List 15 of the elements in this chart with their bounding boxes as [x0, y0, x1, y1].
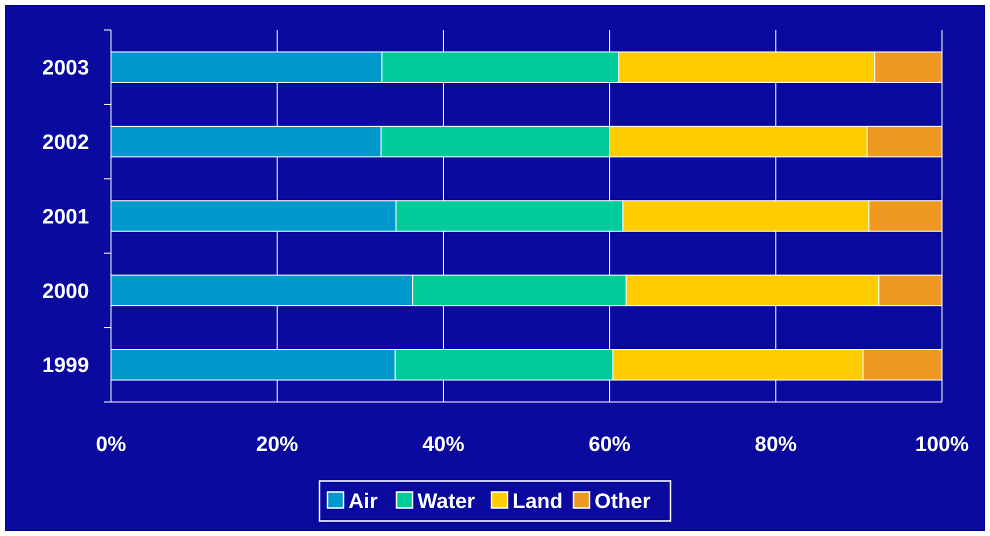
y-tick-label: 2002 — [42, 130, 89, 154]
legend-label: Water — [418, 490, 476, 513]
x-tick-label: 0% — [96, 433, 126, 456]
x-tick-label: 80% — [754, 433, 798, 456]
x-tick-label: 60% — [588, 433, 631, 456]
x-tick-label: 100% — [915, 433, 970, 456]
y-tick-label: 2001 — [42, 205, 90, 228]
legend-label: Land — [512, 490, 563, 513]
y-tick-label: 2003 — [42, 56, 89, 80]
y-tick-label: 2000 — [42, 280, 89, 303]
legend-label: Other — [594, 490, 651, 513]
x-tick-label: 20% — [256, 433, 299, 456]
legend-label: Air — [348, 490, 378, 513]
x-tick-label: 40% — [422, 433, 465, 456]
y-tick-label: 1999 — [42, 354, 89, 378]
